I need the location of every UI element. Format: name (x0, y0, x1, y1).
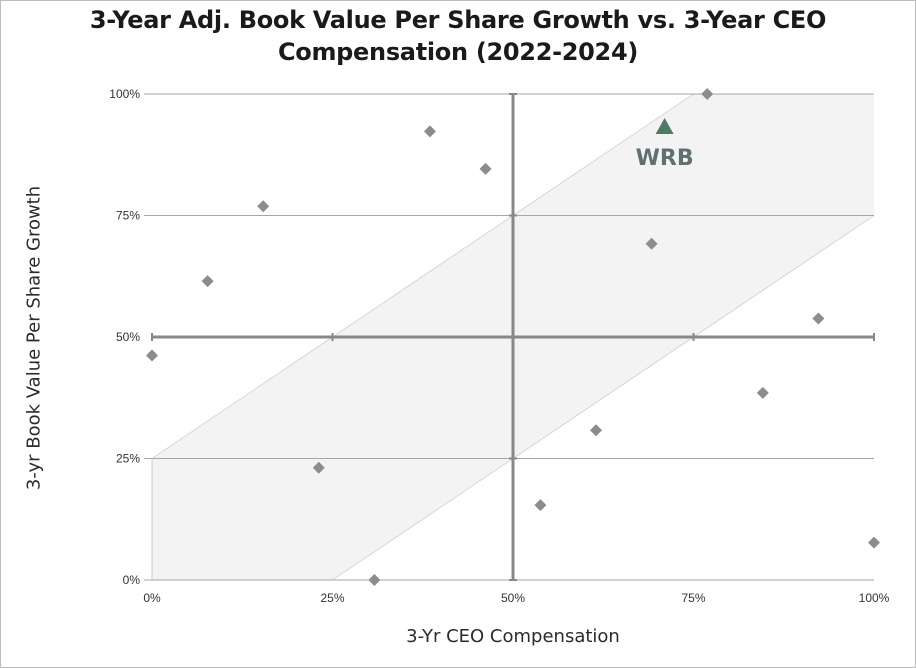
chart-title-line-2: Compensation (2022-2024) (277, 38, 639, 66)
peer-data-point (257, 200, 270, 213)
peer-data-point (312, 461, 325, 474)
peer-data-point (868, 536, 880, 549)
peer-data-point (812, 312, 825, 325)
y-tick-label: 25% (116, 452, 140, 466)
peer-data-point (756, 386, 769, 399)
peer-data-point (534, 499, 547, 512)
peer-data-point (645, 237, 658, 250)
band-upper-edge (151, 93, 694, 459)
peer-data-point (479, 162, 492, 175)
chart-title-line-1: 3-Year Adj. Book Value Per Share Growth … (89, 6, 827, 34)
y-tick-label: 100% (109, 87, 140, 101)
x-tick-label: 25% (320, 591, 344, 605)
x-tick-label: 50% (501, 591, 525, 605)
peer-data-point (146, 349, 158, 362)
peer-data-point (701, 88, 714, 100)
peer-data-point (368, 574, 381, 586)
band-lower-edge (332, 215, 875, 581)
x-tick-label: 75% (681, 591, 705, 605)
peer-data-point (201, 275, 214, 288)
wrb-data-point (655, 118, 674, 135)
x-axis-label: 3-Yr CEO Compensation (406, 626, 620, 647)
peer-data-point (423, 125, 436, 138)
y-tick-label: 75% (116, 209, 140, 223)
wrb-point-label: WRB (636, 146, 694, 171)
y-tick-label: 50% (116, 330, 140, 344)
x-tick-label: 100% (859, 591, 890, 605)
peer-data-point (590, 424, 603, 437)
y-tick-label: 0% (123, 573, 141, 587)
x-tick-label: 0% (143, 591, 161, 605)
